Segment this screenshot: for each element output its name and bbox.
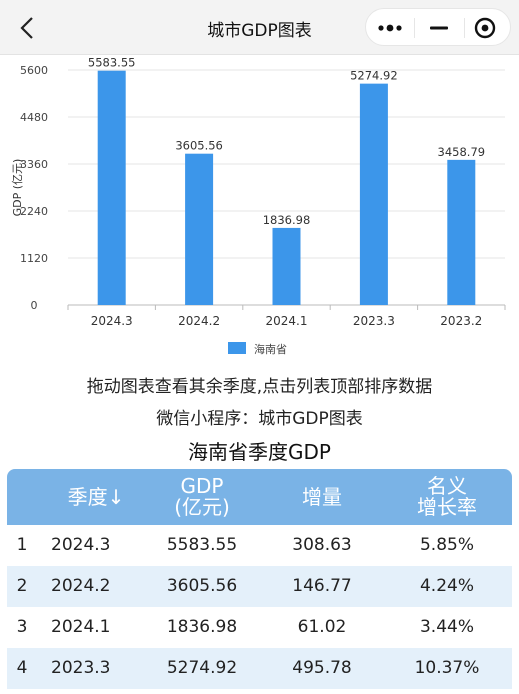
increase-cell: 495.78 bbox=[292, 658, 352, 678]
increase-cell: 308.63 bbox=[292, 535, 352, 555]
gdp-bar-chart[interactable]: 0 1120 2240 3360 4480 5600 GDP (亿元) 5583.55 2024… bbox=[0, 55, 519, 365]
y-tick-label: 5600 bbox=[20, 64, 48, 77]
y-tick-label: 3360 bbox=[20, 158, 48, 171]
quarter-header[interactable]: 季度↓ bbox=[67, 484, 125, 509]
rank-cell: 3 bbox=[16, 617, 28, 637]
bar bbox=[272, 227, 301, 305]
minimize-icon bbox=[430, 26, 448, 30]
miniprogram-hint: 微信小程序：城市GDP图表 bbox=[156, 409, 363, 429]
rate-cell: 5.85% bbox=[419, 535, 474, 555]
x-tick-label: 2024.3 bbox=[91, 314, 133, 328]
y-tick-label: 2240 bbox=[20, 205, 48, 218]
y-tick-label: 4480 bbox=[20, 111, 48, 124]
chevron-left-icon bbox=[20, 17, 33, 39]
rate-header-line2: 增长率 bbox=[417, 495, 477, 519]
rank-cell: 1 bbox=[16, 535, 28, 555]
data-label: 5274.92 bbox=[350, 69, 398, 83]
y-axis-label: GDP (亿元) bbox=[11, 159, 24, 217]
bar bbox=[185, 153, 214, 305]
rank-cell: 4 bbox=[16, 658, 28, 678]
x-tick-label: 2023.3 bbox=[353, 314, 395, 328]
table-row[interactable]: 3 2024.1 1836.98 61.02 3.44% bbox=[7, 607, 512, 648]
rate-cell: 10.37% bbox=[414, 658, 480, 678]
legend-swatch bbox=[228, 342, 246, 354]
quarter-cell: 2024.1 bbox=[51, 617, 111, 637]
table-row[interactable]: 2 2024.2 3605.56 146.77 4.24% bbox=[7, 566, 512, 607]
rate-header[interactable]: 名义 增长率 bbox=[387, 469, 507, 525]
gdp-cell: 3605.56 bbox=[166, 576, 238, 596]
gdp-cell: 5274.92 bbox=[166, 658, 238, 678]
table-title: 海南省季度GDP bbox=[188, 440, 331, 464]
back-button[interactable] bbox=[12, 12, 44, 44]
quarter-cell: 2023.3 bbox=[51, 658, 111, 678]
y-tick-label: 1120 bbox=[20, 252, 48, 265]
gdp-header-line1: GDP bbox=[180, 474, 224, 498]
x-tick-label: 2024.2 bbox=[178, 314, 220, 328]
rate-cell: 4.24% bbox=[419, 576, 474, 596]
navigation-bar: 城市GDP图表 bbox=[0, 0, 519, 55]
close-target-icon bbox=[474, 17, 496, 39]
more-button[interactable] bbox=[366, 9, 414, 47]
gdp-table: 季度↓ GDP (亿元) 增量 名义 增长率 1 2024.3 5583.55 … bbox=[7, 469, 512, 689]
data-label: 3605.56 bbox=[175, 139, 223, 153]
data-label: 1836.98 bbox=[263, 213, 311, 227]
capsule-divider bbox=[414, 18, 415, 38]
bar bbox=[359, 83, 388, 305]
rate-cell: 3.44% bbox=[419, 617, 474, 637]
drag-hint: 拖动图表查看其余季度,点击列表顶部排序数据 bbox=[86, 377, 433, 397]
x-tick-label: 2024.1 bbox=[266, 314, 308, 328]
increase-cell: 61.02 bbox=[297, 617, 347, 637]
x-tick-label: 2023.2 bbox=[440, 314, 482, 328]
chart-canvas: 0 1120 2240 3360 4480 5600 GDP (亿元) 5583.55 2024… bbox=[11, 56, 506, 328]
gdp-cell: 1836.98 bbox=[166, 617, 238, 637]
capsule-divider bbox=[464, 18, 465, 38]
page-title: 城市GDP图表 bbox=[207, 21, 312, 41]
minimize-button[interactable] bbox=[414, 9, 462, 47]
rate-header-line1: 名义 bbox=[427, 474, 467, 498]
close-button[interactable] bbox=[464, 9, 512, 47]
legend-label: 海南省 bbox=[254, 343, 287, 356]
increase-cell: 146.77 bbox=[292, 576, 352, 596]
table-header: 季度↓ GDP (亿元) 增量 名义 增长率 bbox=[7, 469, 512, 525]
gdp-cell: 5583.55 bbox=[166, 535, 238, 555]
quarter-cell: 2024.3 bbox=[51, 535, 111, 555]
gdp-header[interactable]: GDP (亿元) bbox=[147, 469, 257, 525]
more-dots-icon bbox=[378, 24, 402, 32]
increase-header[interactable]: 增量 bbox=[302, 484, 342, 509]
quarter-cell: 2024.2 bbox=[51, 576, 111, 596]
table-row[interactable]: 1 2024.3 5583.55 308.63 5.85% bbox=[7, 525, 512, 566]
bar bbox=[447, 159, 476, 305]
data-label: 3458.79 bbox=[438, 145, 486, 159]
bar bbox=[97, 70, 126, 306]
gdp-header-line2: (亿元) bbox=[174, 495, 230, 519]
table-row[interactable]: 4 2023.3 5274.92 495.78 10.37% bbox=[7, 648, 512, 689]
miniprogram-capsule bbox=[365, 8, 511, 46]
data-label: 5583.55 bbox=[88, 56, 136, 70]
rank-cell: 2 bbox=[16, 576, 28, 596]
y-tick-label: 0 bbox=[31, 299, 38, 312]
